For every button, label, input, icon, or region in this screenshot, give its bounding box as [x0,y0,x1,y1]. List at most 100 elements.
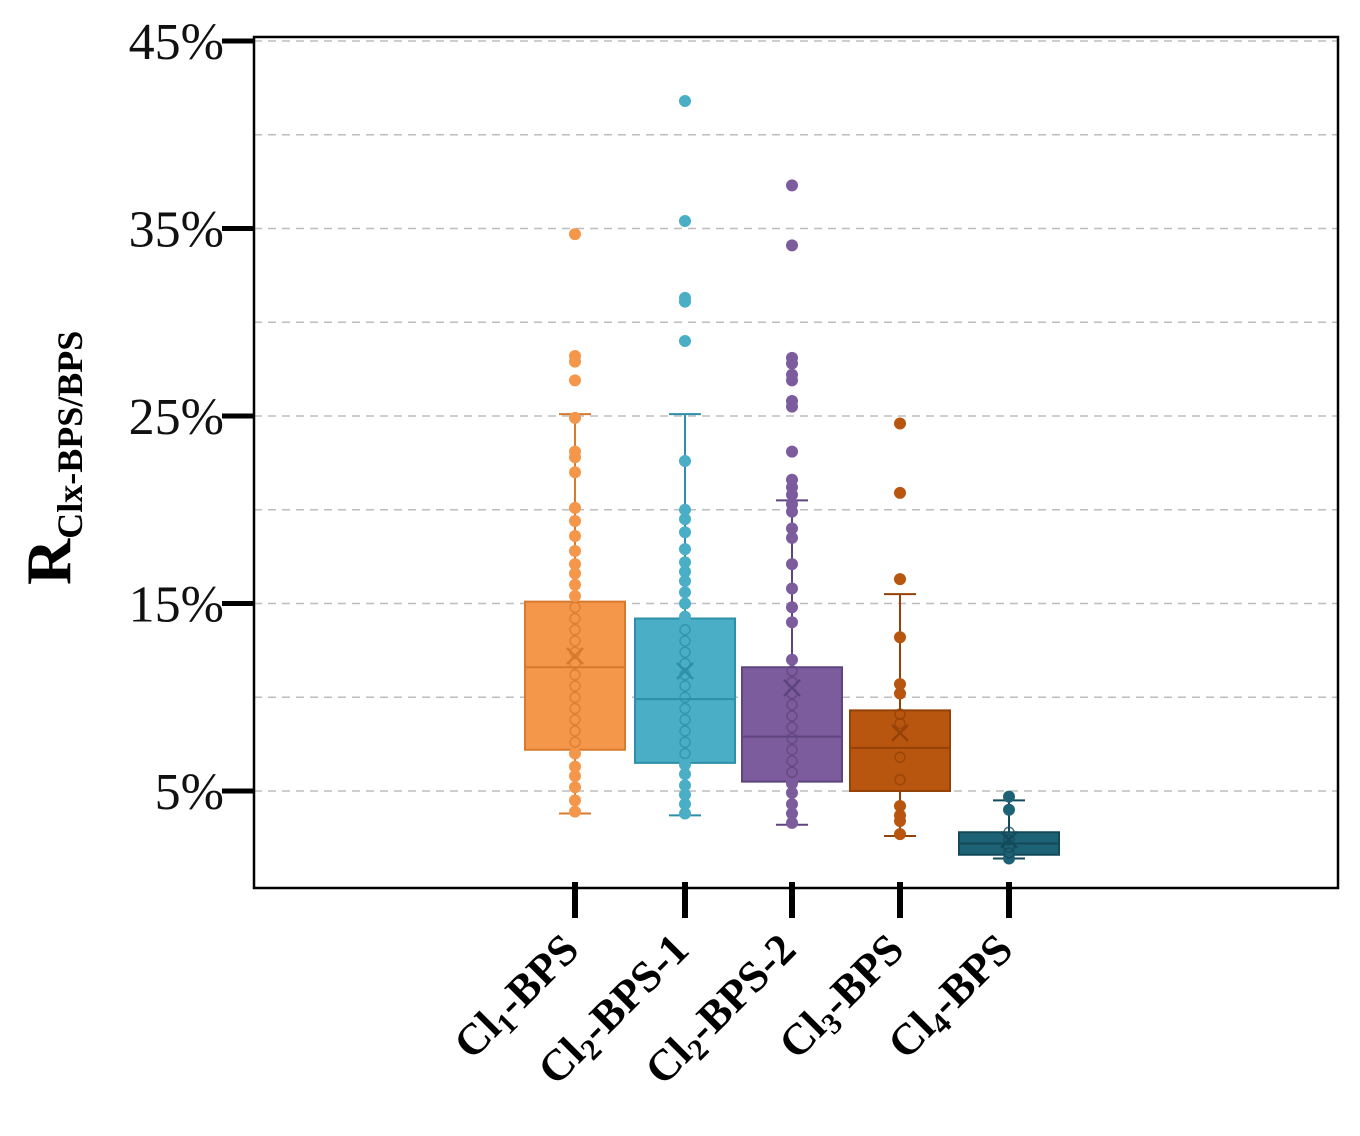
data-point [786,798,798,811]
box-group [634,95,736,820]
data-point [786,653,798,666]
data-point [786,744,798,756]
data-point [679,556,691,569]
data-point [569,411,581,424]
data-point [569,760,581,773]
data-point [569,736,581,748]
data-point [679,736,691,748]
data-point [569,635,581,647]
data-point [786,665,798,677]
data-point [1003,841,1015,853]
data-point [569,624,581,636]
data-point [679,657,691,670]
plot-frame [252,35,1340,890]
data-point [786,582,798,595]
data-point [679,747,691,760]
data-point [786,179,798,192]
data-point [679,691,691,703]
data-point [786,755,798,767]
data-point [679,503,691,516]
data-point [569,702,581,715]
data-point [569,466,581,479]
data-point [679,95,691,107]
data-point [786,732,798,745]
data-point [1003,790,1015,803]
data-point [679,291,691,304]
data-point [569,578,581,591]
mean-marker [1000,830,1018,849]
data-point [569,781,581,794]
data-point [569,601,581,613]
data-point [679,779,691,792]
data-point [569,805,581,818]
data-point [569,530,581,542]
data-point [569,714,581,726]
data-point [894,800,906,812]
mean-marker [566,647,584,665]
y-axis-label-main: R [13,538,84,585]
data-point [894,678,906,691]
data-point [569,590,581,602]
y-axis: 5% 15% 25% 35% 45% [129,14,254,821]
data-point [569,515,581,527]
data-point [679,702,691,715]
mean-marker [783,678,801,697]
boxes [524,95,1060,865]
data-point [569,669,581,681]
data-point [894,708,906,720]
box-group [741,179,843,829]
data-point [786,721,798,733]
y-tick-label: 45% [129,14,224,71]
y-axis-label-sub: Clx-BPS/BPS [50,331,90,539]
data-point [786,445,798,458]
y-axis-label: RClx-BPS/BPS [13,331,90,585]
data-point [786,710,798,722]
data-point [569,794,581,807]
data-point [894,631,906,644]
y-tick-label: 5% [155,764,224,821]
box [741,666,843,783]
data-point [894,573,906,586]
data-point [1003,826,1015,838]
data-point [569,680,581,692]
data-point [786,522,798,535]
data-point [679,714,691,726]
data-point [679,725,691,737]
data-point [786,766,798,778]
data-point [679,586,691,599]
data-point [786,777,798,790]
data-point [679,635,691,647]
data-point [569,725,581,737]
data-point [1003,847,1015,859]
data-point [894,774,906,786]
mean-marker [891,723,909,742]
y-tick-label: 15% [129,577,224,634]
data-point [569,747,581,760]
data-point [679,758,691,771]
data-point [679,624,691,636]
data-point [786,601,798,614]
box-group [958,790,1060,865]
x-tick-label-rest: -BPS-1 [570,924,698,1052]
data-point [569,691,581,703]
data-point [679,610,691,623]
data-point [786,699,798,711]
data-point [679,680,691,692]
data-point [569,228,581,241]
data-point [894,417,906,430]
y-tick-label: 35% [129,202,224,259]
box-group [524,228,626,818]
data-point [679,335,691,347]
data-point [679,543,691,556]
data-point [569,657,581,670]
data-point [679,215,691,227]
data-point [894,486,906,499]
mean-marker [676,662,694,680]
data-point [786,351,798,364]
data-point [569,612,581,625]
data-point [786,473,798,486]
data-point [786,395,798,407]
data-point [679,646,691,658]
